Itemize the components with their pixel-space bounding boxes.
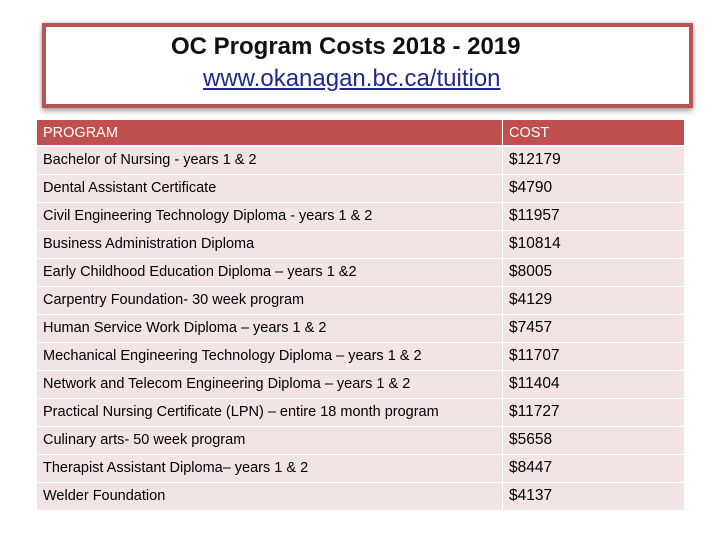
program-cell: Civil Engineering Technology Diploma - y…	[36, 202, 503, 230]
cost-cell: $11707	[502, 342, 685, 370]
table-body: Bachelor of Nursing - years 1 & 2 $12179…	[36, 146, 685, 510]
program-cell: Network and Telecom Engineering Diploma …	[36, 370, 503, 398]
cost-cell: $4137	[502, 482, 685, 510]
cost-cell: $5658	[502, 426, 685, 454]
table-row: Mechanical Engineering Technology Diplom…	[36, 342, 685, 370]
cost-cell: $4129	[502, 286, 685, 314]
column-header-program: PROGRAM	[36, 120, 503, 147]
program-cell: Carpentry Foundation- 30 week program	[36, 286, 503, 314]
table-row: Therapist Assistant Diploma– years 1 & 2…	[36, 454, 685, 482]
cost-cell: $10814	[502, 230, 685, 258]
cost-cell: $7457	[502, 314, 685, 342]
table-row: Culinary arts- 50 week program $5658	[36, 426, 685, 454]
program-cell: Dental Assistant Certificate	[36, 174, 503, 202]
tuition-link[interactable]: www.okanagan.bc.ca/tuition	[203, 65, 501, 92]
table-row: Human Service Work Diploma – years 1 & 2…	[36, 314, 685, 342]
table-row: Carpentry Foundation- 30 week program $4…	[36, 286, 685, 314]
cost-cell: $8447	[502, 454, 685, 482]
table-header-row: PROGRAM COST	[36, 120, 685, 147]
program-cell: Early Childhood Education Diploma – year…	[36, 258, 503, 286]
cost-cell: $8005	[502, 258, 685, 286]
table-row: Bachelor of Nursing - years 1 & 2 $12179	[36, 146, 685, 174]
cost-cell: $11957	[502, 202, 685, 230]
program-cell: Business Administration Diploma	[36, 230, 503, 258]
cost-cell: $11727	[502, 398, 685, 426]
program-cell: Bachelor of Nursing - years 1 & 2	[36, 146, 503, 174]
table-row: Dental Assistant Certificate $4790	[36, 174, 685, 202]
program-cell: Culinary arts- 50 week program	[36, 426, 503, 454]
program-costs-table: PROGRAM COST Bachelor of Nursing - years…	[36, 120, 685, 511]
title-box: OC Program Costs 2018 - 2019 www.okanaga…	[42, 23, 693, 108]
program-cell: Human Service Work Diploma – years 1 & 2	[36, 314, 503, 342]
table-row: Civil Engineering Technology Diploma - y…	[36, 202, 685, 230]
page-title: OC Program Costs 2018 - 2019	[171, 33, 521, 60]
program-cell: Therapist Assistant Diploma– years 1 & 2	[36, 454, 503, 482]
program-cell: Practical Nursing Certificate (LPN) – en…	[36, 398, 503, 426]
table-row: Practical Nursing Certificate (LPN) – en…	[36, 398, 685, 426]
program-cell: Mechanical Engineering Technology Diplom…	[36, 342, 503, 370]
cost-cell: $12179	[502, 146, 685, 174]
cost-cell: $4790	[502, 174, 685, 202]
table-row: Network and Telecom Engineering Diploma …	[36, 370, 685, 398]
program-cell: Welder Foundation	[36, 482, 503, 510]
table-row: Early Childhood Education Diploma – year…	[36, 258, 685, 286]
column-header-cost: COST	[502, 120, 685, 147]
table-row: Welder Foundation $4137	[36, 482, 685, 510]
cost-cell: $11404	[502, 370, 685, 398]
table-row: Business Administration Diploma $10814	[36, 230, 685, 258]
